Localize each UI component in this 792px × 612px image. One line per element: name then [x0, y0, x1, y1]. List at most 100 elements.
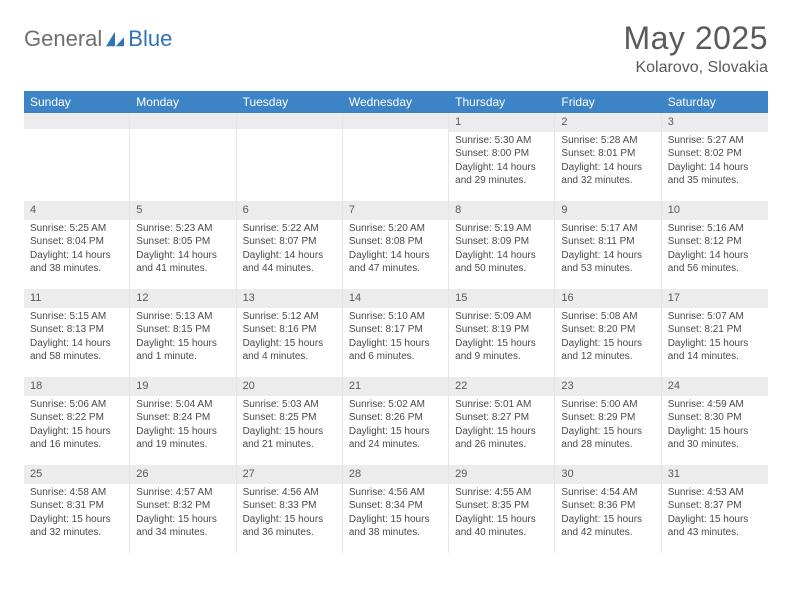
sunset-text: Sunset: 8:20 PM [561, 323, 654, 337]
day-number: 18 [24, 377, 129, 396]
day-number: 23 [555, 377, 660, 396]
day-details: Sunrise: 5:04 AMSunset: 8:24 PMDaylight:… [130, 396, 235, 456]
calendar-cell: 27Sunrise: 4:56 AMSunset: 8:33 PMDayligh… [237, 465, 343, 553]
day-number: 6 [237, 201, 342, 220]
day-number: 2 [555, 113, 660, 132]
calendar-cell: 29Sunrise: 4:55 AMSunset: 8:35 PMDayligh… [449, 465, 555, 553]
sunrise-text: Sunrise: 5:03 AM [243, 398, 336, 412]
day-details: Sunrise: 5:09 AMSunset: 8:19 PMDaylight:… [449, 308, 554, 368]
day-number: 20 [237, 377, 342, 396]
sunrise-text: Sunrise: 5:06 AM [30, 398, 123, 412]
day-number: 24 [662, 377, 768, 396]
title-block: May 2025 Kolarovo, Slovakia [623, 20, 768, 77]
daylight1-text: Daylight: 15 hours [30, 513, 123, 527]
day-details: Sunrise: 5:16 AMSunset: 8:12 PMDaylight:… [662, 220, 768, 280]
daylight1-text: Daylight: 15 hours [30, 425, 123, 439]
page-header: General Blue May 2025 Kolarovo, Slovakia [24, 20, 768, 77]
day-number: 5 [130, 201, 235, 220]
day-details: Sunrise: 5:23 AMSunset: 8:05 PMDaylight:… [130, 220, 235, 280]
sunrise-text: Sunrise: 4:55 AM [455, 486, 548, 500]
sunrise-text: Sunrise: 4:53 AM [668, 486, 762, 500]
logo-text-blue: Blue [128, 26, 172, 52]
calendar-cell: 28 Sunrise: 4:56 AMSunset: 8:34 PMDayligh… [343, 465, 449, 553]
sunrise-text: Sunrise: 5:01 AM [455, 398, 548, 412]
day-number: 16 [555, 289, 660, 308]
day-details: Sunrise: 5:07 AMSunset: 8:21 PMDaylight:… [662, 308, 768, 368]
sunset-text: Sunset: 8:16 PM [243, 323, 336, 337]
calendar-cell: 7Sunrise: 5:20 AMSunset: 8:08 PMDaylight… [343, 201, 449, 289]
calendar-cell: 25Sunrise: 4:58 AMSunset: 8:31 PMDayligh… [24, 465, 130, 553]
sunset-text: Sunset: 8:09 PM [455, 235, 548, 249]
sunset-text: Sunset: 8:08 PM [349, 235, 442, 249]
sunrise-text: Sunrise: 4:56 AM [349, 486, 442, 500]
sunrise-text: Sunrise: 4:59 AM [668, 398, 762, 412]
daylight2-text: and 50 minutes. [455, 262, 548, 276]
day-details: Sunrise: 5:30 AMSunset: 8:00 PMDaylight:… [449, 132, 554, 192]
day-details: Sunrise: 4:54 AMSunset: 8:36 PMDaylight:… [555, 484, 660, 544]
calendar-cell: 30Sunrise: 4:54 AMSunset: 8:36 PMDayligh… [555, 465, 661, 553]
sunrise-text: Sunrise: 5:27 AM [668, 134, 762, 148]
sunset-text: Sunset: 8:26 PM [349, 411, 442, 425]
calendar-cell: 8Sunrise: 5:19 AMSunset: 8:09 PMDaylight… [449, 201, 555, 289]
day-number: 8 [449, 201, 554, 220]
day-details: Sunrise: 5:27 AMSunset: 8:02 PMDaylight:… [662, 132, 768, 192]
sunrise-text: Sunrise: 5:17 AM [561, 222, 654, 236]
sunset-text: Sunset: 8:37 PM [668, 499, 762, 513]
sunrise-text: Sunrise: 5:19 AM [455, 222, 548, 236]
sunset-text: Sunset: 8:13 PM [30, 323, 123, 337]
weekday-header: Wednesday [343, 91, 449, 113]
day-details: Sunrise: 5:15 AMSunset: 8:13 PMDaylight:… [24, 308, 129, 368]
sunset-text: Sunset: 8:22 PM [30, 411, 123, 425]
daylight1-text: Daylight: 15 hours [349, 513, 442, 527]
daylight2-text: and 44 minutes. [243, 262, 336, 276]
daylight1-text: Daylight: 15 hours [455, 337, 548, 351]
daylight2-text: and 16 minutes. [30, 438, 123, 452]
day-number: 4 [24, 201, 129, 220]
day-details: Sunrise: 5:13 AMSunset: 8:15 PMDaylight:… [130, 308, 235, 368]
sunset-text: Sunset: 8:34 PM [349, 499, 442, 513]
day-number: 9 [555, 201, 660, 220]
daylight1-text: Daylight: 15 hours [561, 425, 654, 439]
daylight1-text: Daylight: 15 hours [136, 513, 229, 527]
day-number [343, 113, 448, 129]
calendar-cell: 26Sunrise: 4:57 AMSunset: 8:32 PMDayligh… [130, 465, 236, 553]
daylight2-text: and 19 minutes. [136, 438, 229, 452]
daylight2-text: and 43 minutes. [668, 526, 762, 540]
day-number: 10 [662, 201, 768, 220]
daylight1-text: Daylight: 15 hours [136, 337, 229, 351]
calendar-cell [130, 113, 236, 201]
day-number: 11 [24, 289, 129, 308]
daylight1-text: Daylight: 15 hours [668, 513, 762, 527]
sunrise-text: Sunrise: 5:04 AM [136, 398, 229, 412]
day-number: 22 [449, 377, 554, 396]
day-details: Sunrise: 5:22 AMSunset: 8:07 PMDaylight:… [237, 220, 342, 280]
sunrise-text: Sunrise: 5:00 AM [561, 398, 654, 412]
calendar-cell: 13Sunrise: 5:12 AMSunset: 8:16 PMDayligh… [237, 289, 343, 377]
day-details: Sunrise: 4:57 AMSunset: 8:32 PMDaylight:… [130, 484, 235, 544]
day-details: Sunrise: 5:06 AMSunset: 8:22 PMDaylight:… [24, 396, 129, 456]
sunset-text: Sunset: 8:27 PM [455, 411, 548, 425]
daylight2-text: and 35 minutes. [668, 174, 762, 188]
weekday-header: Tuesday [237, 91, 343, 113]
calendar-cell: 9Sunrise: 5:17 AMSunset: 8:11 PMDaylight… [555, 201, 661, 289]
daylight2-text: and 26 minutes. [455, 438, 548, 452]
daylight2-text: and 53 minutes. [561, 262, 654, 276]
weekday-header: Sunday [24, 91, 130, 113]
sunrise-text: Sunrise: 5:10 AM [349, 310, 442, 324]
day-details: Sunrise: 4:56 AMSunset: 8:33 PMDaylight:… [237, 484, 342, 544]
daylight1-text: Daylight: 14 hours [668, 249, 762, 263]
daylight1-text: Daylight: 14 hours [349, 249, 442, 263]
calendar-cell: 14Sunrise: 5:10 AMSunset: 8:17 PMDayligh… [343, 289, 449, 377]
sunset-text: Sunset: 8:00 PM [455, 147, 548, 161]
daylight1-text: Daylight: 14 hours [561, 249, 654, 263]
sunrise-text: Sunrise: 5:12 AM [243, 310, 336, 324]
daylight2-text: and 28 minutes. [561, 438, 654, 452]
month-title: May 2025 [623, 20, 768, 57]
daylight1-text: Daylight: 15 hours [668, 337, 762, 351]
day-number: 3 [662, 113, 768, 132]
logo-text-general: General [24, 26, 102, 52]
daylight2-text: and 58 minutes. [30, 350, 123, 364]
day-number: 28 [343, 465, 448, 484]
logo: General Blue [24, 20, 172, 52]
sunrise-text: Sunrise: 5:23 AM [136, 222, 229, 236]
